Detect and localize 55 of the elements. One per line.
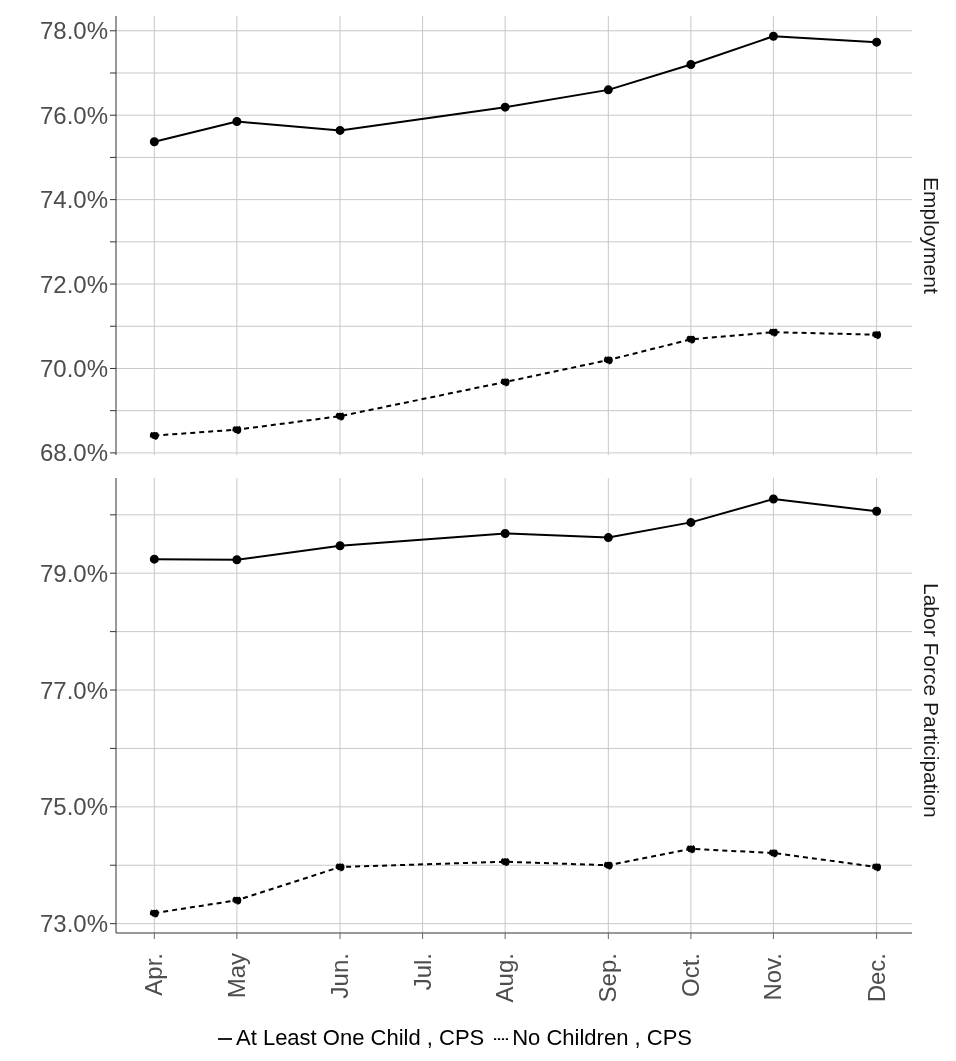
y-tick-label: 75.0%	[39, 793, 108, 821]
point	[232, 895, 242, 905]
point	[232, 117, 242, 127]
point	[335, 411, 345, 421]
x-tick-label: Nov.	[759, 953, 787, 1001]
text: Labor Force Participation	[919, 583, 943, 818]
point	[335, 541, 345, 551]
point	[686, 517, 696, 527]
legend-label: No Children , CPS	[512, 1025, 692, 1050]
point	[603, 355, 613, 365]
point	[603, 85, 613, 95]
point	[768, 494, 778, 504]
point	[335, 862, 345, 872]
legend-label: At Least One Child , CPS	[236, 1025, 485, 1050]
y-tick-label: 68.0%	[39, 439, 108, 467]
y-tick-label: 72.0%	[39, 270, 108, 298]
point	[500, 377, 510, 387]
point	[149, 431, 159, 441]
point	[872, 330, 882, 340]
point	[232, 425, 242, 435]
point	[603, 860, 613, 870]
y-tick-label: 70.0%	[39, 354, 108, 382]
point	[149, 137, 159, 147]
y-tick-label: 79.0%	[39, 559, 108, 587]
x-tick-label: Sep.	[594, 953, 622, 1003]
point	[500, 102, 510, 112]
x-tick-label: Jun.	[326, 953, 354, 999]
x-tick-label: May	[222, 953, 250, 999]
point	[335, 125, 345, 135]
point	[603, 533, 613, 543]
y-tick-label: 76.0%	[39, 101, 108, 129]
point	[686, 334, 696, 344]
text: Employment	[919, 177, 943, 294]
x-tick-label: Jul.	[408, 953, 436, 991]
point	[686, 60, 696, 70]
x-tick-label: Apr.	[140, 953, 168, 996]
x-tick-label: Oct.	[676, 953, 704, 998]
point	[149, 908, 159, 918]
point	[872, 506, 882, 516]
y-tick-label: 73.0%	[39, 910, 108, 938]
point	[500, 857, 510, 867]
y-tick-label: 77.0%	[39, 676, 108, 704]
point	[232, 555, 242, 565]
point	[872, 37, 882, 47]
point	[500, 528, 510, 538]
point	[686, 844, 696, 854]
point	[768, 327, 778, 337]
y-tick-label: 74.0%	[39, 186, 108, 214]
x-tick-label: Aug.	[491, 953, 519, 1003]
point	[768, 31, 778, 41]
x-tick-label: Dec.	[862, 953, 890, 1003]
y-tick-label: 78.0%	[39, 17, 108, 45]
point	[872, 862, 882, 872]
point	[149, 554, 159, 564]
point	[768, 848, 778, 858]
